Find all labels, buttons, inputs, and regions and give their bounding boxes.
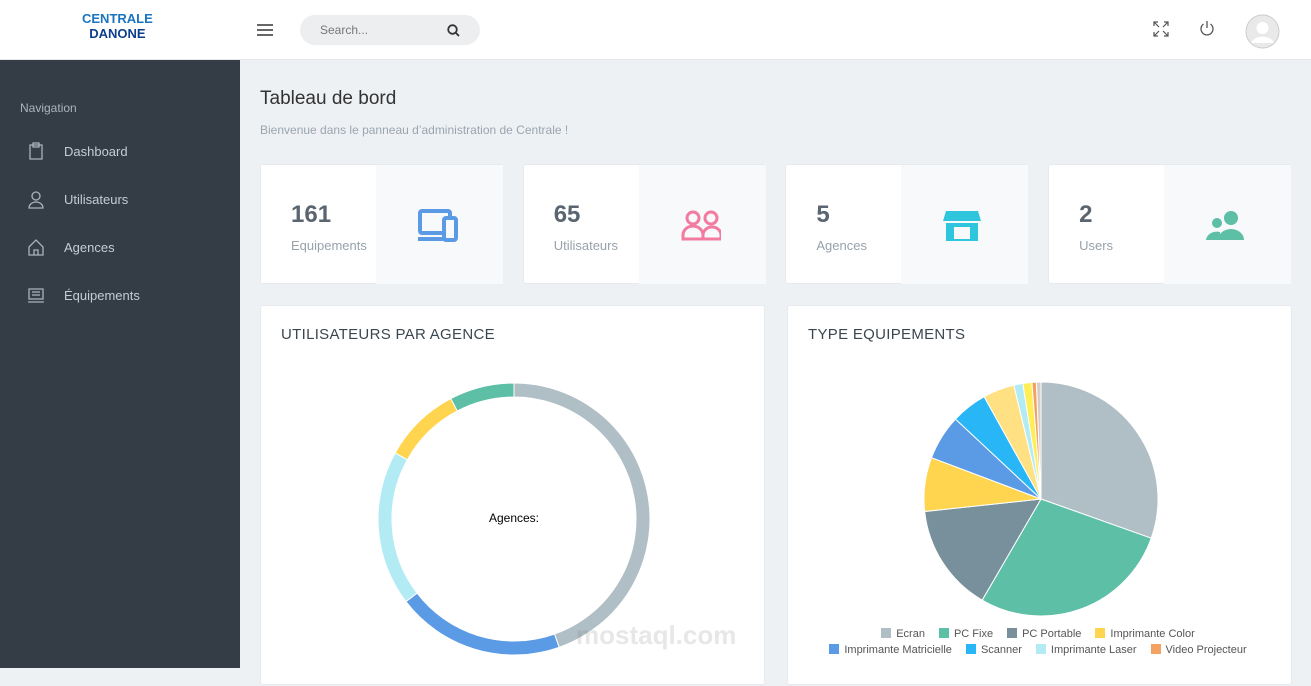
donut-segment <box>394 397 458 461</box>
legend-label: Video Projecteur <box>1165 644 1247 656</box>
legend-item: PC Portable <box>1007 628 1081 640</box>
logo[interactable]: CENTRALE DANONE <box>82 11 153 41</box>
stat-value: 65 <box>553 201 581 228</box>
icon-shape <box>442 216 458 242</box>
chart-title: UTILISATEURS PAR AGENCE <box>281 326 495 343</box>
watermark: mostaql.com <box>576 620 737 650</box>
stat-label: Utilisateurs <box>553 238 618 253</box>
legend-swatch <box>938 628 949 638</box>
legend-swatch <box>881 628 892 638</box>
stat-value: 5 <box>816 201 830 228</box>
legend-swatch <box>1150 644 1161 654</box>
stat-label: Agences <box>816 238 867 253</box>
legend-label: Imprimante Color <box>1110 628 1195 640</box>
nav-item[interactable]: Agences <box>64 240 115 255</box>
legend: Ecran PC Fixe PC Portable Imprimante Color I… <box>828 628 1248 656</box>
chart <box>923 381 1159 617</box>
legend-label: PC Portable <box>1022 628 1082 640</box>
nav-item[interactable]: Équipements <box>64 288 140 303</box>
search-icon <box>447 24 460 37</box>
stat-value: 161 <box>291 201 332 228</box>
legend-swatch <box>829 644 840 654</box>
nav-item[interactable]: Utilisateurs <box>64 192 129 207</box>
icon-shape <box>943 211 982 221</box>
legend-item: Video Projecteur <box>1150 644 1247 656</box>
stat-card: 5 Agences <box>785 164 1029 284</box>
stat-icon <box>681 210 721 241</box>
legend-item: Ecran <box>881 628 925 640</box>
search-box[interactable]: Search... <box>300 15 480 45</box>
stat-icon <box>943 211 982 241</box>
icon-shape <box>1212 218 1223 228</box>
stat-card: 65 Utilisateurs <box>522 164 766 284</box>
legend-item: Imprimante Color <box>1095 628 1195 640</box>
logo-line: CENTRALE <box>82 11 153 26</box>
icon-shape <box>1224 211 1239 225</box>
top-bar: CENTRALE DANONE Search... <box>0 0 1311 60</box>
power-icon[interactable] <box>1199 20 1215 37</box>
nav-icon <box>28 288 44 303</box>
page-title: Tableau de bord <box>260 88 397 109</box>
nav-icon-shape <box>28 191 44 209</box>
search-placeholder: Search... <box>320 23 369 37</box>
chart: Agences: <box>377 382 651 656</box>
nav-icon-shape <box>29 142 43 160</box>
stat-card: 161 Equipements <box>260 164 503 284</box>
stat-icon-box <box>901 165 1029 284</box>
icon-shape <box>681 224 721 241</box>
chart-title: TYPE EQUIPEMENTS <box>808 326 966 343</box>
nav-icon <box>28 191 44 209</box>
stat-icon-box <box>376 165 503 284</box>
chart-card: UTILISATEURS PAR AGENCE Agences: <box>260 305 765 685</box>
legend-item: Imprimante Matricielle <box>829 644 952 656</box>
nav-item[interactable]: Dashboard <box>64 144 128 159</box>
nav-heading: Navigation <box>20 101 77 115</box>
stat-value: 2 <box>1079 201 1093 228</box>
legend-swatch <box>1035 644 1046 654</box>
pie-slice <box>1035 381 1042 500</box>
chart-card: TYPE EQUIPEMENTS Ecran PC Fixe PC Portable I… <box>787 305 1292 685</box>
legend-swatch <box>965 644 976 654</box>
nav-icon-shape <box>28 239 44 256</box>
legend-label: PC Fixe <box>953 628 994 640</box>
icon-shape <box>1206 229 1245 240</box>
legend-item: Imprimante Laser <box>1035 644 1137 656</box>
legend-item: Scanner <box>965 644 1022 656</box>
stat-icon-box <box>638 165 766 284</box>
nav-icon <box>29 142 43 160</box>
icon-shape <box>954 227 971 239</box>
legend-label: Scanner <box>980 644 1022 656</box>
legend-swatch <box>1095 628 1106 638</box>
nav-icon <box>28 239 44 256</box>
logo-line: DANONE <box>89 26 146 41</box>
pie-slice <box>924 498 1042 601</box>
donut-segment <box>405 592 560 656</box>
stat-icon <box>1206 211 1245 240</box>
legend-label: Ecran <box>896 628 925 640</box>
donut-segment <box>450 382 515 412</box>
nav-icon-shape <box>28 288 44 303</box>
stat-label: Users <box>1079 238 1114 253</box>
legend-swatch <box>1007 628 1018 638</box>
legend-item: PC Fixe <box>938 628 994 640</box>
page-subtitle: Bienvenue dans le panneau d’administrati… <box>260 123 569 137</box>
avatar[interactable] <box>1245 14 1280 49</box>
icon-shape <box>703 210 719 226</box>
legend-label: Imprimante Matricielle <box>844 644 952 656</box>
stat-icon-box <box>1164 165 1292 284</box>
menu-icon[interactable] <box>257 24 273 36</box>
stat-card: 2 Users <box>1048 164 1292 284</box>
sidebar: Navigation Dashboard Utilisateurs Agences É… <box>0 60 240 668</box>
legend-label: Imprimante Laser <box>1050 644 1137 656</box>
stat-icon <box>418 209 458 242</box>
stat-label: Equipements <box>291 238 367 253</box>
icon-shape <box>685 210 701 226</box>
fullscreen-icon[interactable] <box>1153 21 1169 37</box>
pie-slice <box>1040 381 1159 539</box>
donut-segment <box>377 452 418 603</box>
center-label: Agences: <box>489 511 539 525</box>
